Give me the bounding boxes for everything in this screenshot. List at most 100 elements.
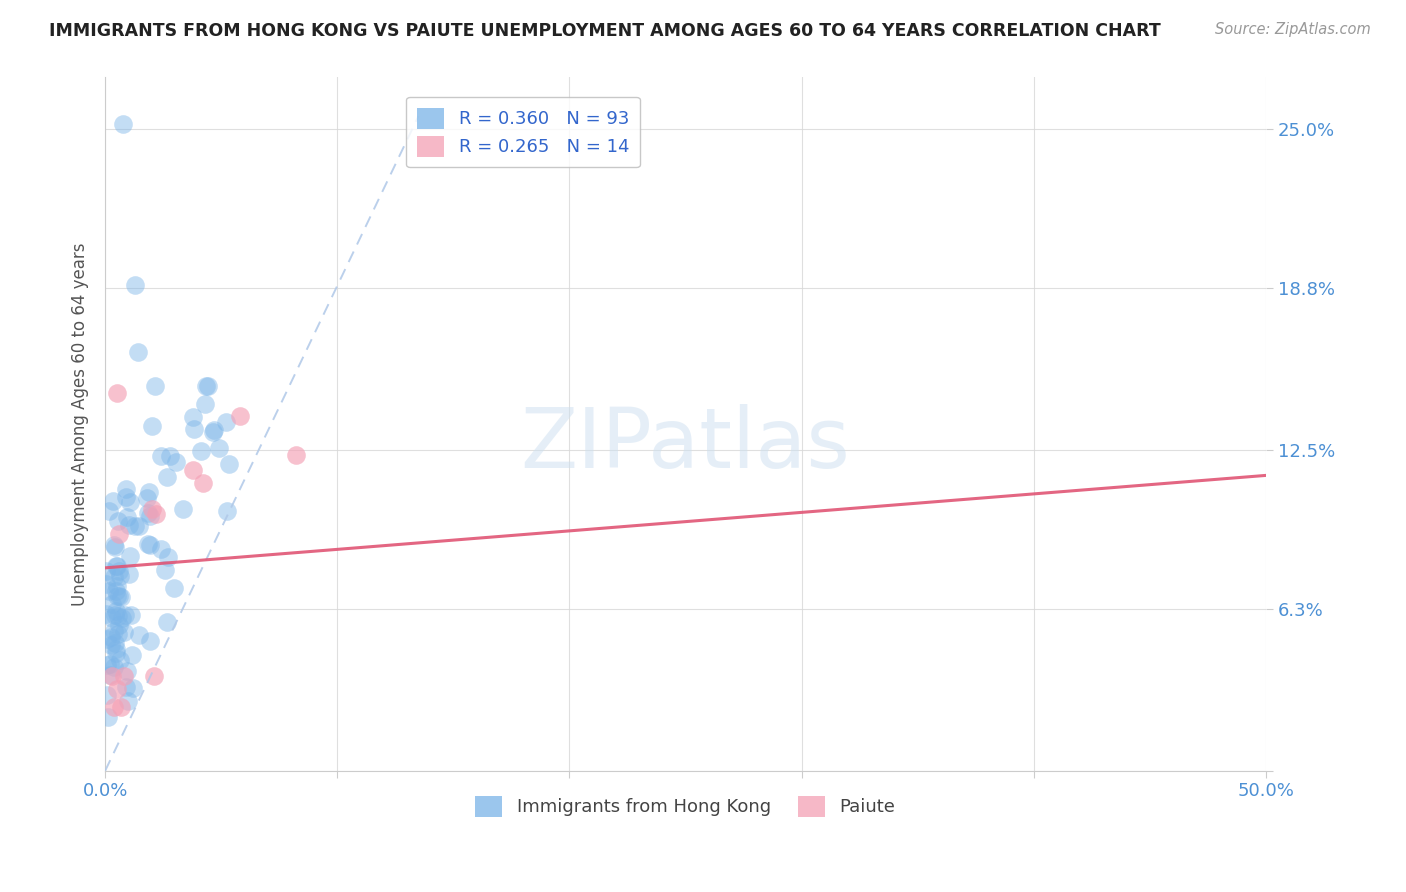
Point xyxy=(120,495,142,509)
Point xyxy=(110,699,132,714)
Point xyxy=(96,632,118,646)
Point xyxy=(139,633,162,648)
Point xyxy=(217,504,239,518)
Point xyxy=(105,589,128,603)
Point xyxy=(96,607,118,621)
Point xyxy=(172,502,194,516)
Point xyxy=(97,583,120,598)
Point xyxy=(115,509,138,524)
Point xyxy=(165,455,187,469)
Point xyxy=(194,397,217,411)
Point xyxy=(105,646,128,660)
Point xyxy=(208,441,231,455)
Point xyxy=(139,508,162,523)
Point xyxy=(111,117,134,131)
Point xyxy=(124,278,146,293)
Point xyxy=(114,490,136,504)
Point xyxy=(105,641,128,656)
Point xyxy=(128,519,150,533)
Point xyxy=(114,607,136,622)
Point xyxy=(153,563,176,577)
Point xyxy=(105,386,128,401)
Point xyxy=(103,659,125,673)
Point xyxy=(112,624,135,639)
Legend: Immigrants from Hong Kong, Paiute: Immigrants from Hong Kong, Paiute xyxy=(468,789,903,824)
Point xyxy=(107,609,129,624)
Point xyxy=(107,627,129,641)
Point xyxy=(103,569,125,583)
Point xyxy=(202,423,225,437)
Point xyxy=(190,444,212,458)
Point xyxy=(108,527,131,541)
Point xyxy=(115,680,138,694)
Point xyxy=(98,668,121,682)
Point xyxy=(218,457,240,471)
Point xyxy=(135,491,157,505)
Point xyxy=(103,538,125,552)
Point xyxy=(96,688,118,702)
Point xyxy=(141,419,163,434)
Point xyxy=(108,569,131,583)
Point xyxy=(115,482,138,496)
Point xyxy=(108,653,131,667)
Point xyxy=(104,607,127,622)
Point xyxy=(117,664,139,678)
Point xyxy=(105,604,128,618)
Point xyxy=(108,618,131,632)
Point xyxy=(159,450,181,464)
Point xyxy=(118,517,141,532)
Point xyxy=(107,514,129,528)
Point xyxy=(120,549,142,564)
Point xyxy=(96,657,118,672)
Point xyxy=(105,558,128,573)
Point xyxy=(122,681,145,695)
Point xyxy=(111,610,134,624)
Point xyxy=(145,507,167,521)
Point xyxy=(108,590,131,604)
Point xyxy=(141,501,163,516)
Point xyxy=(97,710,120,724)
Point xyxy=(163,582,186,596)
Point xyxy=(149,449,172,463)
Point xyxy=(124,519,146,533)
Point xyxy=(121,648,143,662)
Point xyxy=(138,484,160,499)
Point xyxy=(105,579,128,593)
Point xyxy=(103,624,125,638)
Point xyxy=(104,541,127,555)
Point xyxy=(127,345,149,359)
Point xyxy=(156,550,179,565)
Point xyxy=(202,425,225,439)
Point xyxy=(136,506,159,520)
Point xyxy=(155,470,177,484)
Text: IMMIGRANTS FROM HONG KONG VS PAIUTE UNEMPLOYMENT AMONG AGES 60 TO 64 YEARS CORRE: IMMIGRANTS FROM HONG KONG VS PAIUTE UNEM… xyxy=(49,22,1161,40)
Y-axis label: Unemployment Among Ages 60 to 64 years: Unemployment Among Ages 60 to 64 years xyxy=(72,243,89,606)
Point xyxy=(139,539,162,553)
Point xyxy=(156,615,179,629)
Point xyxy=(98,504,121,518)
Text: ZIPatlas: ZIPatlas xyxy=(520,404,851,485)
Point xyxy=(197,378,219,392)
Point xyxy=(183,463,205,477)
Point xyxy=(105,681,128,696)
Point xyxy=(101,669,124,683)
Point xyxy=(183,422,205,436)
Point xyxy=(284,448,307,462)
Point xyxy=(100,630,122,644)
Point xyxy=(120,607,142,622)
Point xyxy=(117,694,139,708)
Text: Source: ZipAtlas.com: Source: ZipAtlas.com xyxy=(1215,22,1371,37)
Point xyxy=(104,559,127,574)
Point xyxy=(229,409,252,424)
Point xyxy=(103,699,125,714)
Point xyxy=(118,567,141,582)
Point xyxy=(100,610,122,624)
Point xyxy=(100,638,122,652)
Point xyxy=(108,564,131,578)
Point xyxy=(136,537,159,551)
Point xyxy=(110,590,132,604)
Point xyxy=(98,657,121,671)
Point xyxy=(215,415,238,429)
Point xyxy=(143,378,166,392)
Point xyxy=(96,565,118,579)
